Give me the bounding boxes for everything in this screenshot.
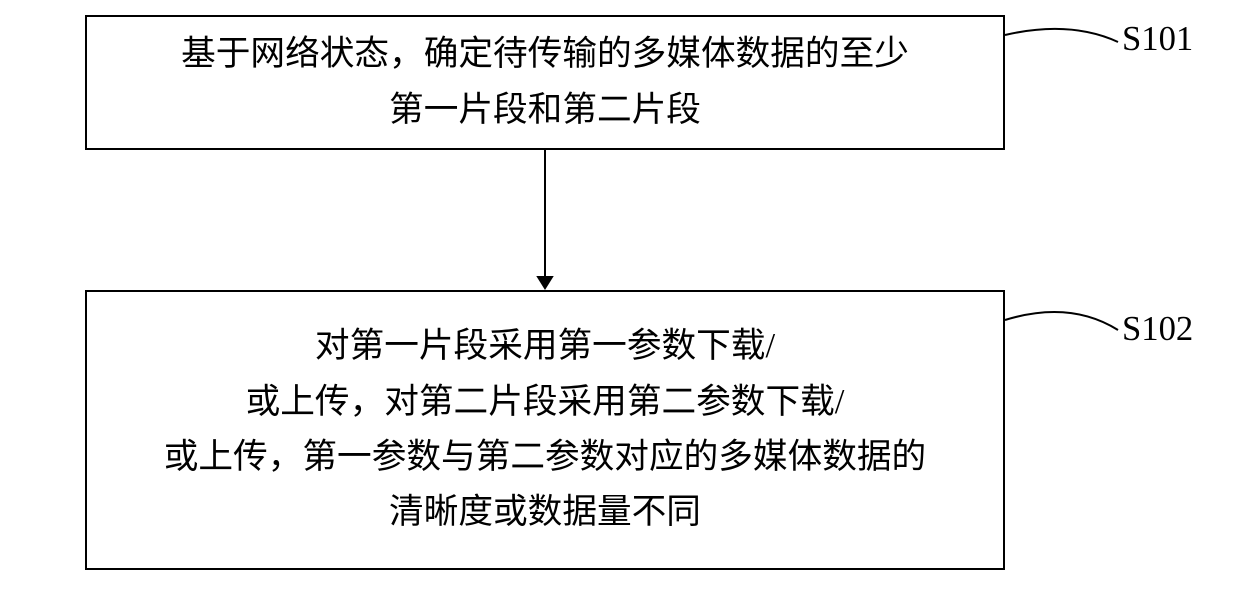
arrowhead-icon — [536, 276, 554, 290]
flowchart-step-box: 基于网络状态，确定待传输的多媒体数据的至少第一片段和第二片段 — [85, 15, 1005, 150]
flowchart-step-text: 基于网络状态，确定待传输的多媒体数据的至少第一片段和第二片段 — [181, 27, 909, 138]
flowchart-step-text: 对第一片段采用第一参数下载/或上传，对第二片段采用第二参数下载/或上传，第一参数… — [164, 319, 926, 541]
label-connector — [1005, 29, 1118, 42]
step-label: S102 — [1122, 310, 1193, 349]
label-connector — [1005, 312, 1118, 330]
flowchart-step-box: 对第一片段采用第一参数下载/或上传，对第二片段采用第二参数下载/或上传，第一参数… — [85, 290, 1005, 570]
step-label: S101 — [1122, 20, 1193, 59]
